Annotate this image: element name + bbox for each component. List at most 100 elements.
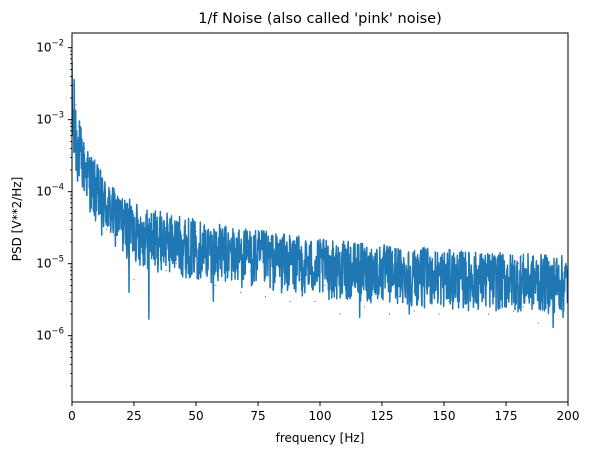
psd-point bbox=[418, 257, 420, 259]
x-tick-label: 200 bbox=[557, 409, 580, 423]
psd-point bbox=[364, 306, 366, 308]
psd-point bbox=[480, 274, 482, 276]
plot-area bbox=[72, 61, 568, 329]
x-tick-label: 100 bbox=[309, 409, 332, 423]
psd-point bbox=[319, 244, 321, 246]
psd-point bbox=[160, 228, 162, 230]
psd-point bbox=[522, 306, 524, 308]
psd-point bbox=[91, 194, 93, 196]
psd-point bbox=[488, 313, 490, 315]
psd-point bbox=[133, 279, 135, 281]
psd-point bbox=[431, 270, 433, 272]
psd-point bbox=[88, 169, 90, 171]
psd-point bbox=[505, 279, 507, 281]
psd-point bbox=[274, 274, 276, 276]
psd-point bbox=[195, 230, 197, 233]
y-tick-label: 10−2 bbox=[36, 39, 64, 55]
psd-point bbox=[497, 300, 500, 302]
psd-point bbox=[289, 300, 291, 302]
psd-point bbox=[249, 270, 252, 272]
psd-point bbox=[294, 241, 296, 243]
psd-point bbox=[145, 219, 147, 221]
psd-point bbox=[473, 302, 475, 305]
psd-point bbox=[438, 313, 440, 315]
psd-point bbox=[369, 252, 371, 254]
psd-point bbox=[130, 219, 133, 221]
psd-point bbox=[257, 250, 259, 252]
psd-point bbox=[220, 228, 222, 230]
psd-point bbox=[555, 270, 557, 272]
x-tick-label: 125 bbox=[371, 409, 394, 423]
psd-point bbox=[77, 126, 79, 128]
psd-point bbox=[468, 263, 470, 265]
psd-point bbox=[232, 244, 234, 246]
psd-point bbox=[307, 257, 309, 259]
psd-point bbox=[356, 266, 358, 268]
psd-point bbox=[111, 212, 113, 214]
x-tick-label: 0 bbox=[68, 409, 76, 423]
psd-point bbox=[78, 156, 81, 158]
psd-point bbox=[183, 234, 185, 236]
psd-point bbox=[398, 295, 400, 298]
psd-point bbox=[118, 228, 120, 230]
psd-point bbox=[344, 250, 346, 252]
x-tick-label: 50 bbox=[188, 409, 203, 423]
psd-point bbox=[190, 274, 192, 276]
psd-point bbox=[245, 234, 247, 236]
psd-point bbox=[170, 219, 172, 221]
y-tick-label: 10−3 bbox=[36, 111, 64, 127]
psd-point bbox=[106, 228, 108, 230]
psd-point bbox=[74, 130, 76, 132]
psd-point bbox=[339, 313, 341, 315]
psd-point bbox=[93, 166, 95, 168]
psd-point bbox=[86, 178, 88, 180]
psd-point bbox=[135, 212, 138, 214]
x-tick-label: 175 bbox=[495, 409, 518, 423]
psd-point bbox=[282, 254, 284, 257]
psd-point bbox=[406, 274, 408, 276]
psd-point bbox=[324, 284, 326, 286]
psd-point bbox=[113, 234, 115, 236]
x-axis-label: frequency [Hz] bbox=[276, 431, 365, 445]
psd-point bbox=[73, 113, 75, 115]
x-axis: 0 25 50 75 100 125 150 175 200 bbox=[68, 402, 579, 423]
psd-point bbox=[530, 274, 532, 276]
psd-point bbox=[455, 279, 457, 281]
psd-point bbox=[537, 322, 539, 324]
psd-point bbox=[299, 279, 301, 281]
psd-point bbox=[101, 219, 103, 221]
psd-point bbox=[207, 241, 209, 243]
psd-point bbox=[72, 84, 74, 86]
x-tick-label: 75 bbox=[250, 409, 265, 423]
psd-point bbox=[512, 310, 515, 312]
psd-point bbox=[96, 207, 98, 209]
psd-point bbox=[76, 147, 78, 149]
psd-point bbox=[103, 185, 105, 187]
psd-point bbox=[81, 162, 83, 164]
psd-point bbox=[200, 263, 202, 265]
psd-point bbox=[125, 241, 128, 243]
psd-point bbox=[83, 147, 85, 149]
y-tick-label: 10−6 bbox=[36, 327, 64, 343]
psd-point bbox=[269, 238, 271, 240]
y-axis-label: PSD [V**2/Hz] bbox=[10, 177, 24, 261]
psd-point bbox=[559, 306, 562, 308]
psd-point bbox=[140, 250, 143, 252]
chart-title: 1/f Noise (also called 'pink' noise) bbox=[198, 11, 442, 27]
y-axis: 10−6 10−5 10−4 10−3 10−2 bbox=[36, 39, 72, 387]
psd-point bbox=[547, 313, 549, 315]
psd-point bbox=[388, 313, 391, 315]
psd-point bbox=[215, 284, 217, 286]
psd-point bbox=[264, 295, 267, 298]
psd-point bbox=[121, 202, 123, 204]
y-tick-label: 10−5 bbox=[36, 255, 64, 271]
psd-point bbox=[349, 291, 351, 293]
psd-point bbox=[331, 263, 333, 265]
psd-point bbox=[423, 300, 425, 302]
psd-point bbox=[448, 300, 450, 302]
psd-point bbox=[240, 291, 242, 293]
psd-point bbox=[155, 257, 157, 259]
psd-point bbox=[381, 270, 383, 272]
